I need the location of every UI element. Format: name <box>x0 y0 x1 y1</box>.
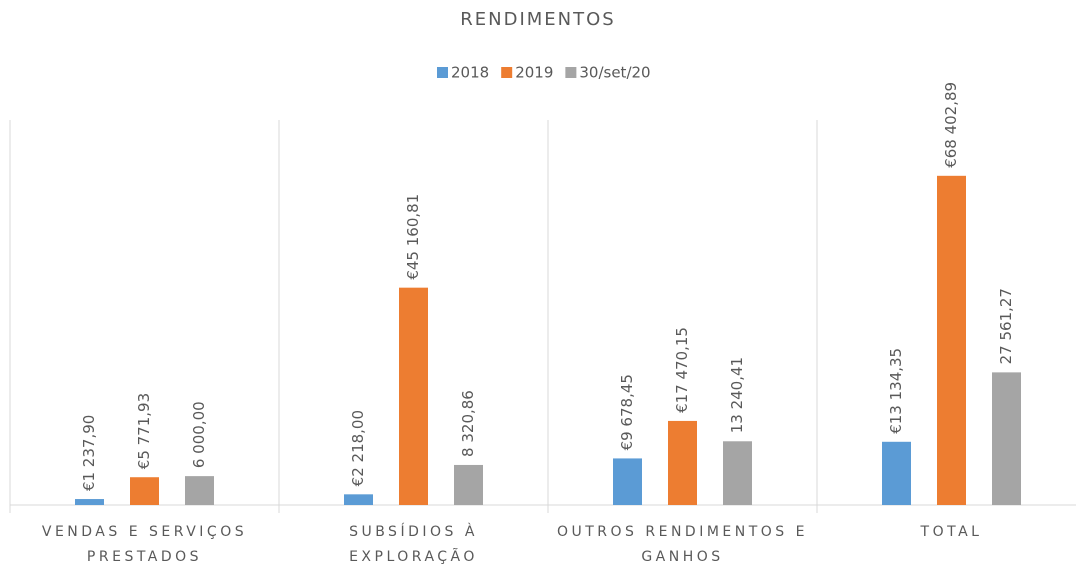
data-label: 13 240,41 <box>728 357 746 433</box>
data-label: €2 218,00 <box>349 410 367 486</box>
bar <box>454 464 483 505</box>
legend-swatch <box>437 67 448 78</box>
bar <box>992 372 1021 505</box>
data-label: €45 160,81 <box>404 194 422 280</box>
data-label: €17 470,15 <box>673 327 691 413</box>
bar <box>130 477 159 505</box>
x-tick-label: TOTAL <box>920 524 983 540</box>
legend-label: 2018 <box>451 64 489 82</box>
bar <box>882 441 911 505</box>
data-label: €5 771,93 <box>135 393 153 469</box>
x-tick-label: SUBSÍDIOS À EXPLORAÇÃO <box>349 524 478 565</box>
bar <box>723 441 752 505</box>
data-label: 8 320,86 <box>459 390 477 457</box>
data-label: €9 678,45 <box>618 374 636 450</box>
bar <box>399 287 428 505</box>
bar <box>185 476 214 505</box>
x-tick-label: VENDAS E SERVIÇOS PRESTADOS <box>41 524 248 565</box>
bar <box>937 175 966 505</box>
legend-swatch <box>501 67 513 78</box>
data-label: 27 561,27 <box>997 288 1015 364</box>
data-label: €13 134,35 <box>887 348 905 434</box>
x-tick-label: OUTROS RENDIMENTOS E GANHOS <box>556 524 808 565</box>
legend-label: 30/set/20 <box>579 64 650 82</box>
bar <box>344 494 373 505</box>
bar <box>75 499 104 505</box>
data-label: €1 237,90 <box>80 415 98 491</box>
bar <box>613 458 642 505</box>
chart-title: RENDIMENTOS <box>460 9 615 30</box>
legend-label: 2019 <box>515 64 553 82</box>
data-label: €68 402,89 <box>942 82 960 168</box>
data-label: 6 000,00 <box>190 401 208 468</box>
legend-swatch <box>565 67 577 78</box>
bar <box>668 420 697 505</box>
